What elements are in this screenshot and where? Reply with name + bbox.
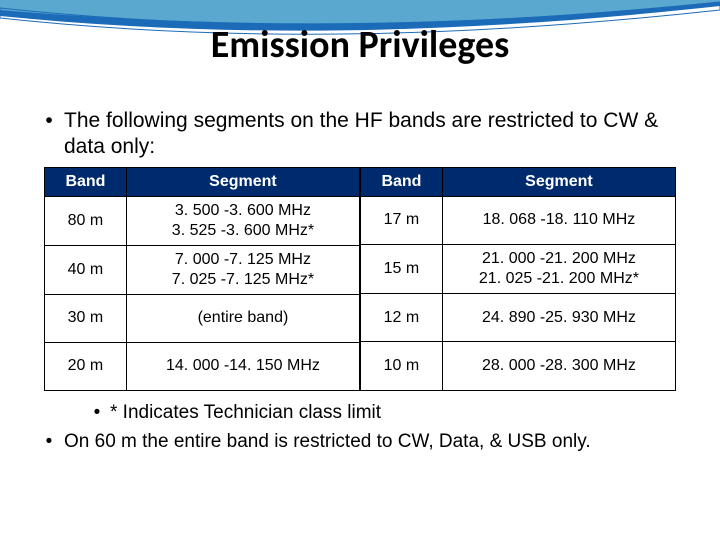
intro-text: The following segments on the HF bands a… — [64, 108, 686, 161]
table-row: 30 m(entire band) — [45, 294, 360, 342]
table-row: 15 m21. 000 -21. 200 MHz21. 025 -21. 200… — [361, 244, 676, 293]
cell-segment: 3. 500 -3. 600 MHz3. 525 -3. 600 MHz* — [126, 196, 359, 245]
left-table: Band Segment 80 m3. 500 -3. 600 MHz3. 52… — [44, 167, 360, 391]
table-row: 80 m3. 500 -3. 600 MHz3. 525 -3. 600 MHz… — [45, 196, 360, 245]
cell-band: 30 m — [45, 294, 127, 342]
footnotes: • * Indicates Technician class limit • O… — [34, 401, 686, 455]
cell-band: 12 m — [361, 294, 443, 342]
cell-band: 20 m — [45, 342, 127, 390]
bullet-dot: • — [84, 401, 110, 425]
footnote-technician-text: * Indicates Technician class limit — [110, 401, 686, 425]
band-tables: Band Segment 80 m3. 500 -3. 600 MHz3. 52… — [34, 167, 686, 391]
cell-band: 15 m — [361, 244, 443, 293]
header-segment-left: Segment — [126, 167, 359, 196]
cell-segment: 24. 890 -25. 930 MHz — [442, 294, 675, 342]
cell-band: 40 m — [45, 245, 127, 294]
footnote-60m: • On 60 m the entire band is restricted … — [34, 430, 686, 454]
header-segment-right: Segment — [442, 167, 675, 196]
cell-segment: 7. 000 -7. 125 MHz7. 025 -7. 125 MHz* — [126, 245, 359, 294]
cell-segment: (entire band) — [126, 294, 359, 342]
content-area: • The following segments on the HF bands… — [0, 68, 720, 454]
cell-segment: 28. 000 -28. 300 MHz — [442, 342, 675, 390]
right-table: Band Segment 17 m18. 068 -18. 110 MHz15 … — [360, 167, 676, 391]
table-row: 40 m7. 000 -7. 125 MHz7. 025 -7. 125 MHz… — [45, 245, 360, 294]
table-row: 17 m18. 068 -18. 110 MHz — [361, 196, 676, 244]
header-band-left: Band — [45, 167, 127, 196]
intro-bullet: • The following segments on the HF bands… — [34, 108, 686, 161]
cell-segment: 21. 000 -21. 200 MHz21. 025 -21. 200 MHz… — [442, 244, 675, 293]
footnote-technician: • * Indicates Technician class limit — [34, 401, 686, 425]
cell-band: 80 m — [45, 196, 127, 245]
table-row: 20 m14. 000 -14. 150 MHz — [45, 342, 360, 390]
page-title: Emission Privileges — [0, 0, 720, 68]
table-row: 12 m24. 890 -25. 930 MHz — [361, 294, 676, 342]
table-row: 10 m28. 000 -28. 300 MHz — [361, 342, 676, 390]
cell-segment: 14. 000 -14. 150 MHz — [126, 342, 359, 390]
bullet-dot: • — [34, 108, 64, 161]
footnote-60m-text: On 60 m the entire band is restricted to… — [64, 430, 686, 454]
bullet-dot: • — [34, 430, 64, 454]
cell-band: 10 m — [361, 342, 443, 390]
cell-band: 17 m — [361, 196, 443, 244]
cell-segment: 18. 068 -18. 110 MHz — [442, 196, 675, 244]
header-band-right: Band — [361, 167, 443, 196]
